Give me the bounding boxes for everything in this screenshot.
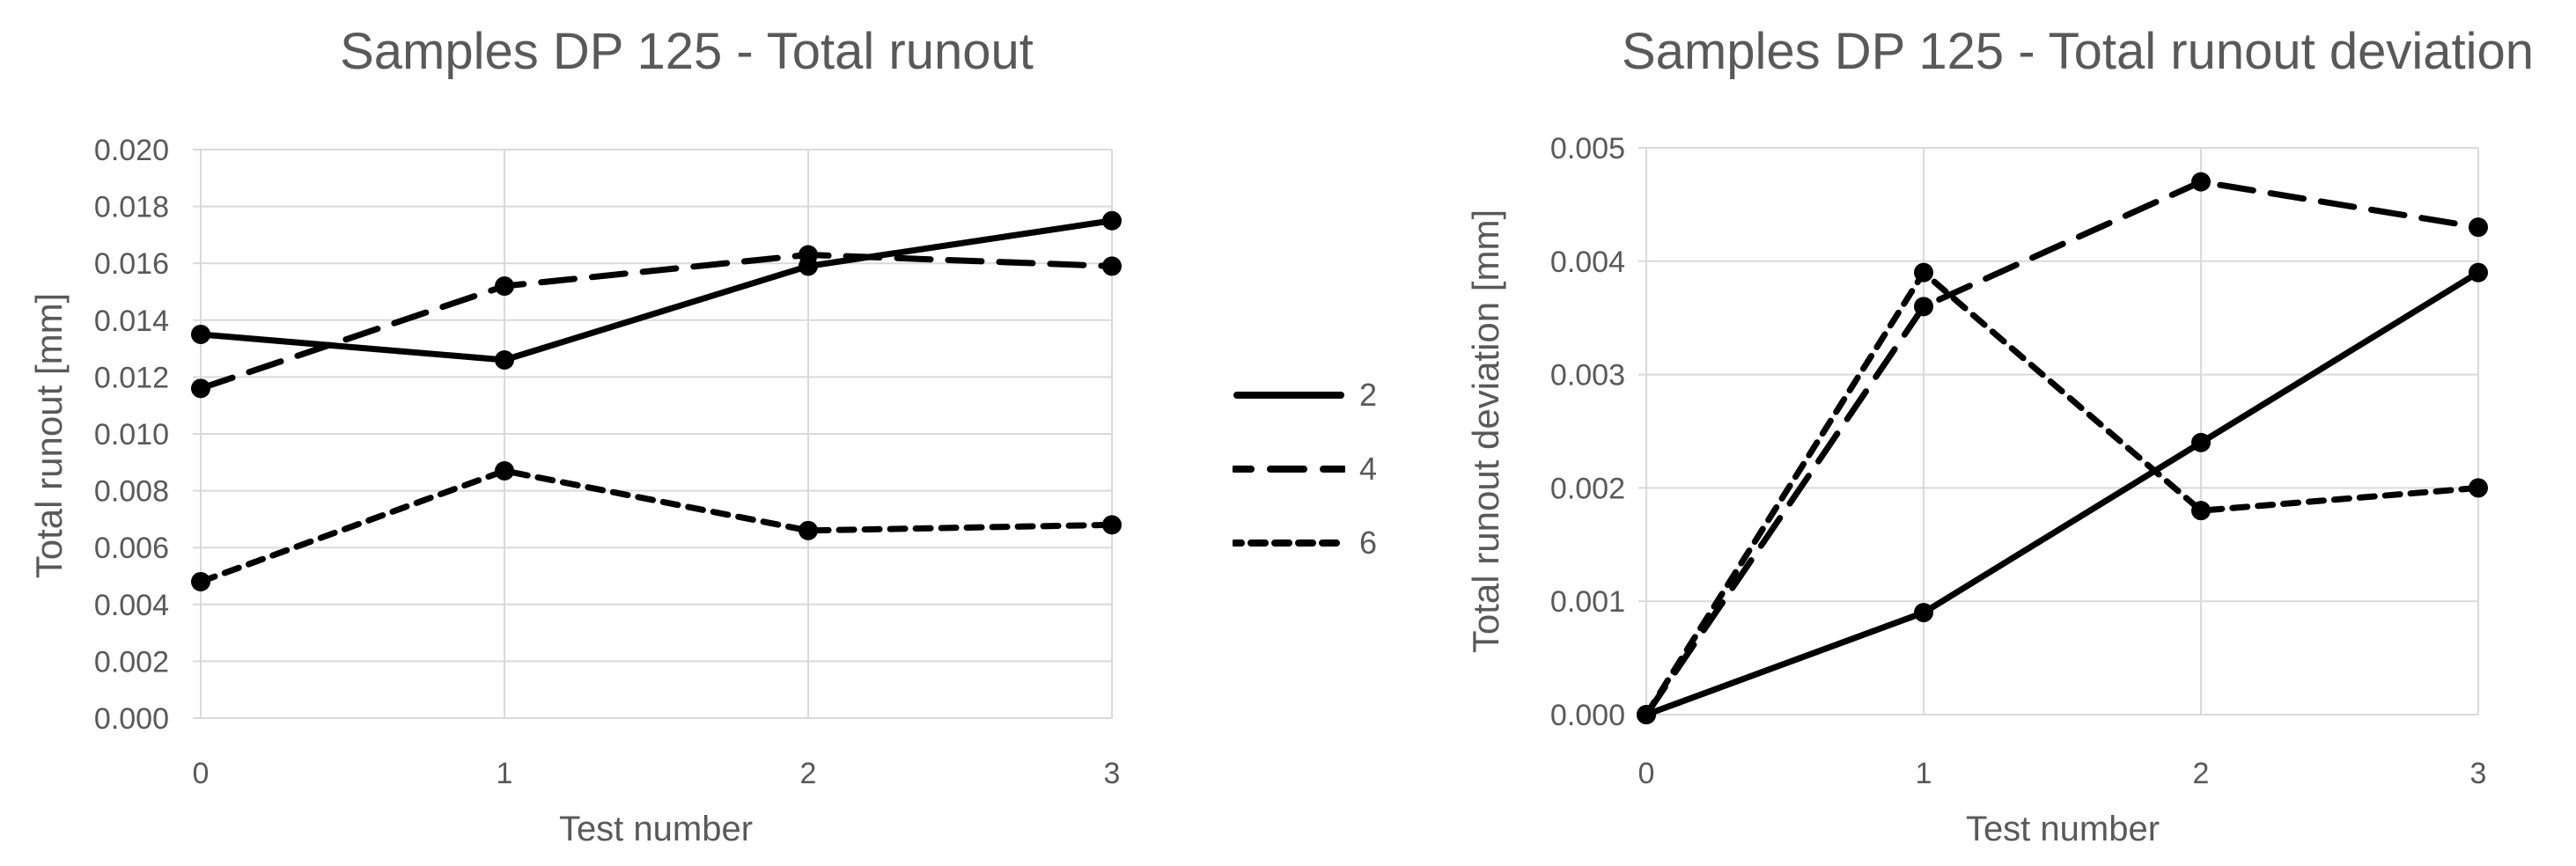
y-tick-label: 0.018 xyxy=(94,191,169,224)
y-tick-label: 0.002 xyxy=(1550,472,1625,505)
y-tick-label: 0.020 xyxy=(94,134,169,167)
legend-line-solid-icon xyxy=(1233,392,1344,399)
x-tick-label: 1 xyxy=(497,757,513,790)
legend-item-2: 2 xyxy=(1233,358,1377,432)
data-point-series-6 xyxy=(2191,501,2211,521)
y-tick-label: 0.016 xyxy=(94,247,169,281)
legend-label: 4 xyxy=(1359,451,1378,487)
data-point-series-6 xyxy=(191,571,210,591)
data-point-series-6 xyxy=(2469,478,2488,498)
y-axis-title-total-runout: Total runout [mm] xyxy=(28,292,70,579)
data-point-series-6 xyxy=(799,520,818,540)
x-tick-label: 0 xyxy=(193,757,210,790)
data-point-series-2 xyxy=(2469,262,2488,283)
x-tick-label: 3 xyxy=(2470,757,2487,790)
data-point-series-4 xyxy=(191,378,210,399)
legend-item-4: 4 xyxy=(1233,432,1377,506)
data-point-series-4 xyxy=(495,276,514,297)
series-line-2 xyxy=(197,217,1115,363)
data-point-series-4 xyxy=(799,245,818,265)
y-tick-label: 0.004 xyxy=(1550,246,1625,279)
data-point-series-2 xyxy=(1914,603,1933,623)
data-point-series-6 xyxy=(1102,515,1122,535)
x-tick-label: 3 xyxy=(1104,757,1121,790)
data-point-series-4 xyxy=(1102,256,1122,276)
data-point-series-4 xyxy=(2191,172,2211,192)
data-point-series-2 xyxy=(2191,432,2211,452)
series-line-6 xyxy=(197,467,1115,585)
x-axis-title-left: Test number xyxy=(558,810,754,848)
x-tick-label: 0 xyxy=(1638,757,1655,790)
series-line-6 xyxy=(1643,269,2482,718)
data-point-series-6 xyxy=(1914,262,1933,283)
y-axis-title-total-runout-deviation: Total runout deviation [mm] xyxy=(1465,209,1506,654)
y-tick-label: 0.002 xyxy=(94,645,169,679)
legend-line-short-dash-icon xyxy=(1233,539,1345,547)
x-tick-label: 1 xyxy=(1916,757,1932,790)
x-axis-title-right: Test number xyxy=(1965,810,2160,848)
y-tick-label: 0.010 xyxy=(94,418,169,451)
data-point-series-6 xyxy=(1637,705,1656,724)
y-tick-label: 0.006 xyxy=(94,532,169,565)
legend-line-long-dash-icon xyxy=(1233,466,1345,473)
data-point-series-2 xyxy=(1102,210,1122,231)
x-tick-label: 2 xyxy=(2193,757,2210,790)
legend-label: 6 xyxy=(1359,525,1378,561)
legend: 2 4 6 xyxy=(1233,358,1377,580)
y-tick-label: 0.012 xyxy=(94,361,169,394)
y-tick-label: 0.004 xyxy=(94,589,169,622)
chart-title-total-runout: Samples DP 125 - Total runout xyxy=(340,23,1034,80)
y-tick-label: 0.014 xyxy=(94,305,169,338)
y-tick-label: 0.000 xyxy=(1550,699,1625,732)
series-line-4 xyxy=(1643,179,2482,718)
chart-title-total-runout-deviation: Samples DP 125 - Total runout deviation xyxy=(1621,23,2535,80)
legend-item-6: 6 xyxy=(1233,506,1377,580)
y-tick-label: 0.008 xyxy=(94,475,169,509)
data-point-series-4 xyxy=(1914,297,1933,317)
data-point-series-6 xyxy=(495,460,514,481)
x-tick-label: 2 xyxy=(800,757,817,790)
y-tick-label: 0.005 xyxy=(1550,132,1625,165)
data-point-series-2 xyxy=(191,324,210,344)
legend-label: 2 xyxy=(1359,377,1378,413)
y-tick-label: 0.000 xyxy=(94,702,169,736)
data-point-series-2 xyxy=(495,350,514,371)
y-tick-label: 0.003 xyxy=(1550,359,1625,393)
data-point-series-4 xyxy=(2469,217,2488,238)
y-tick-label: 0.001 xyxy=(1550,585,1625,619)
series-line-2 xyxy=(1643,269,2482,718)
series-line-4 xyxy=(197,252,1115,392)
